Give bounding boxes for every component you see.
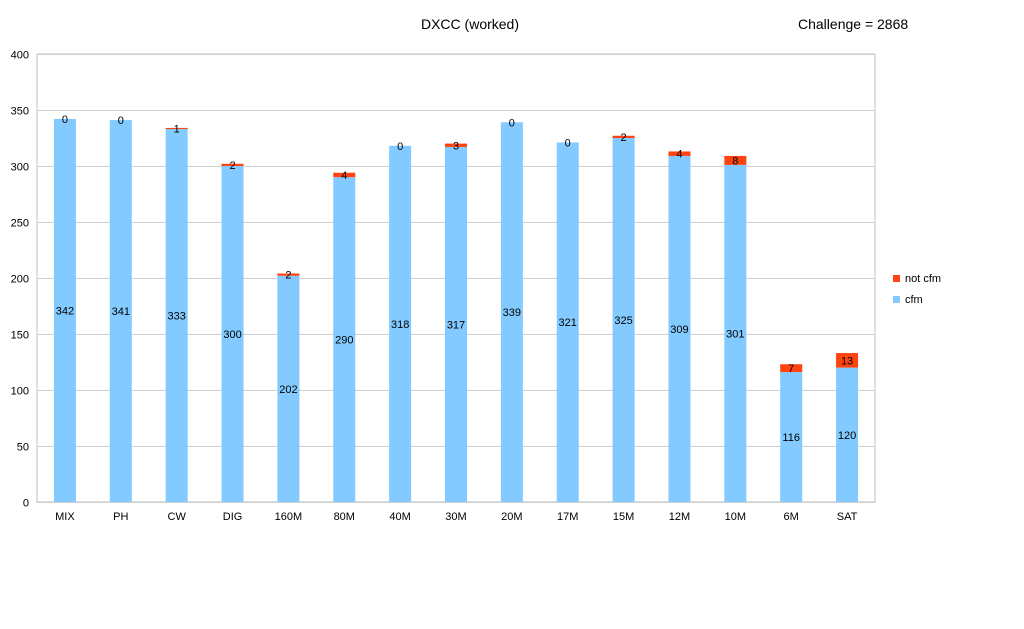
bar-not-cfm	[165, 127, 188, 130]
bar-cfm	[221, 166, 244, 502]
data-label-not-cfm: 13	[841, 355, 853, 367]
data-label-cfm: 325	[614, 315, 632, 327]
x-tick-label: 30M	[445, 511, 466, 523]
data-label-cfm: 301	[726, 328, 744, 340]
data-label-cfm: 120	[838, 430, 856, 442]
x-tick-label: 12M	[669, 511, 690, 523]
legend-swatch-cfm	[893, 296, 900, 303]
bar-cfm	[556, 142, 579, 503]
data-label-not-cfm: 0	[565, 137, 571, 149]
data-label-cfm: 202	[279, 384, 297, 396]
bar-cfm	[53, 118, 76, 503]
data-label-not-cfm: 4	[341, 170, 347, 182]
data-label-cfm: 333	[167, 311, 185, 323]
bar-not-cfm	[724, 155, 747, 165]
bar-cfm	[277, 275, 300, 502]
legend-swatch-not-cfm	[893, 275, 900, 282]
data-label-not-cfm: 4	[676, 149, 682, 161]
data-label-cfm: 300	[223, 329, 241, 341]
data-label-cfm: 321	[559, 317, 577, 329]
bar-cfm	[780, 372, 803, 502]
bar-not-cfm	[445, 143, 467, 147]
data-label-cfm: 342	[56, 305, 74, 317]
data-label-not-cfm: 2	[621, 132, 627, 144]
x-tick-label: DIG	[223, 511, 243, 523]
bar-not-cfm	[836, 353, 859, 368]
bar-not-cfm	[668, 151, 691, 156]
legend-item-cfm: cfm	[893, 289, 941, 310]
x-tick-label: PH	[113, 511, 128, 523]
data-label-not-cfm: 0	[509, 117, 515, 129]
bar-cfm	[109, 120, 132, 502]
bar-cfm	[836, 367, 859, 502]
data-label-not-cfm: 3	[453, 140, 459, 152]
legend-item-not-cfm: not cfm	[893, 268, 941, 289]
x-tick-label: MIX	[55, 511, 75, 523]
bar-not-cfm	[277, 273, 300, 276]
x-tick-label: SAT	[837, 511, 858, 523]
data-label-cfm: 290	[335, 335, 353, 347]
bar-cfm	[724, 164, 747, 502]
x-tick-label: 80M	[334, 511, 355, 523]
chart-subtitle: Challenge = 2868	[798, 16, 909, 32]
data-label-not-cfm: 8	[732, 155, 738, 167]
data-label-not-cfm: 1	[174, 123, 180, 135]
x-tick-label: 15M	[613, 511, 634, 523]
x-axis: MIX PH CW DIG 160M 80M 40M 30M 20M 17M 15M 12M 10M 6M…	[55, 511, 857, 523]
x-tick-label: CW	[168, 511, 187, 523]
y-tick-label: 350	[11, 106, 29, 118]
bar-not-cfm	[221, 163, 244, 166]
data-label-not-cfm: 0	[62, 114, 68, 126]
data-label-cfm: 318	[391, 319, 409, 331]
x-tick-label: 10M	[725, 511, 746, 523]
data-label-not-cfm: 0	[118, 115, 124, 127]
bar-not-cfm	[780, 364, 803, 373]
data-label-cfm: 339	[503, 307, 521, 319]
bar-cfm	[389, 145, 412, 502]
bar-cfm	[165, 129, 188, 503]
bar-cfm	[445, 146, 467, 502]
y-tick-label: 200	[11, 274, 29, 286]
data-label-cfm: 309	[670, 324, 688, 336]
y-tick-label: 400	[11, 50, 29, 62]
bars: 342 0 341 0 333 1 300 2 202 2 290 4 318 0 317 3 339 0 321 0…	[53, 114, 859, 503]
legend-label-not-cfm: not cfm	[905, 272, 942, 285]
bar-cfm	[612, 138, 635, 502]
bar-not-cfm	[333, 172, 356, 178]
legend-label-cfm: cfm	[905, 293, 923, 306]
y-tick-label: 100	[11, 386, 29, 398]
data-label-cfm: 116	[782, 432, 800, 444]
y-tick-label: 0	[23, 498, 29, 510]
y-tick-label: 250	[11, 218, 29, 230]
x-tick-label: 160M	[275, 511, 303, 523]
data-label-not-cfm: 0	[397, 141, 403, 153]
data-label-not-cfm: 2	[229, 160, 235, 172]
data-label-not-cfm: 2	[285, 270, 291, 282]
x-tick-label: 20M	[501, 511, 522, 523]
bar-not-cfm	[612, 135, 635, 138]
bar-cfm	[500, 122, 523, 502]
bar-cfm	[333, 177, 356, 502]
data-label-cfm: 317	[447, 319, 465, 331]
data-label-cfm: 341	[112, 306, 130, 318]
y-tick-label: 150	[11, 330, 29, 342]
y-tick-label: 50	[17, 442, 29, 454]
y-axis: 0 50 100 150 200 250 300 350 400	[11, 50, 29, 510]
data-label-not-cfm: 7	[788, 363, 794, 375]
y-tick-label: 300	[11, 162, 29, 174]
legend: not cfm cfm	[893, 268, 941, 310]
bar-cfm	[668, 155, 691, 503]
chart-title: DXCC (worked)	[420, 16, 519, 32]
x-tick-label: 17M	[557, 511, 578, 523]
x-tick-label: 40M	[389, 511, 410, 523]
x-tick-label: 6M	[784, 511, 799, 523]
